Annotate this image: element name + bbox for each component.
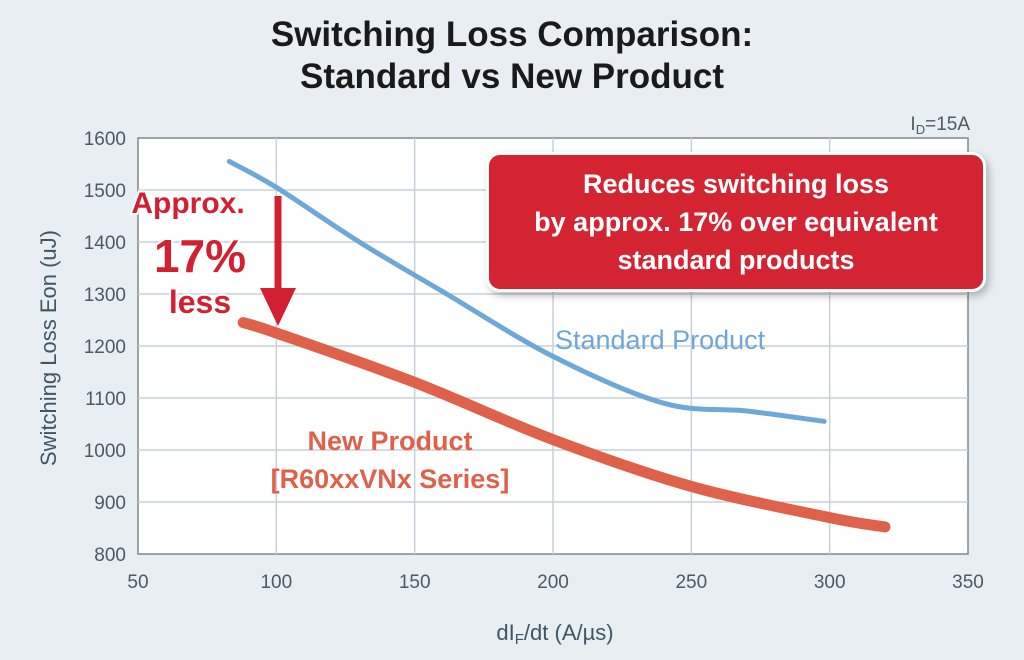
- x-tick-label: 50: [127, 572, 148, 593]
- y-tick-label: 1400: [84, 233, 126, 254]
- callout-line3: standard products: [617, 245, 855, 275]
- x-tick-label: 200: [537, 572, 569, 593]
- callout-line2: by approx. 17% over equivalent: [534, 207, 938, 237]
- series-label-standard: Standard Product: [555, 325, 766, 355]
- series-label-new-line2: [R60xxVNx Series]: [271, 464, 510, 494]
- series-label-new-line1: New Product: [307, 426, 472, 456]
- chart-title-line1: Switching Loss Comparison:: [270, 15, 754, 54]
- y-tick-label: 1300: [84, 285, 126, 306]
- x-tick-label: 100: [260, 572, 292, 593]
- tick-labels: 50 100 150 200 250 300 350 800 900 1000 1100 1200 13…: [84, 129, 984, 593]
- y-tick-label: 1000: [84, 441, 126, 462]
- y-axis-label: Switching Loss Eon (uJ): [36, 230, 61, 466]
- x-axis-label: dIF/dt (A/µs): [496, 620, 613, 648]
- chart-title: Switching Loss Comparison: Standard vs N…: [0, 14, 1024, 98]
- callout-box: Reduces switching loss by approx. 17% ov…: [486, 152, 986, 292]
- reduction-arrow: [260, 196, 296, 326]
- y-tick-label: 900: [94, 493, 126, 514]
- y-tick-label: 1500: [84, 181, 126, 202]
- annotation-percent: 17%: [154, 230, 246, 282]
- callout-line1: Reduces switching loss: [582, 169, 890, 199]
- y-tick-label: 800: [94, 545, 126, 566]
- series-line-standard: [226, 158, 827, 424]
- condition-label: ID=15A: [910, 114, 970, 137]
- chart-title-line2: Standard vs New Product: [300, 57, 724, 96]
- annotation-approx: Approx.: [131, 187, 244, 220]
- x-tick-label: 250: [675, 572, 707, 593]
- y-tick-label: 1100: [85, 389, 126, 410]
- annotation-less: less: [169, 284, 231, 320]
- x-tick-label: 150: [399, 572, 431, 593]
- series-lines: [226, 158, 891, 533]
- y-tick-label: 1200: [84, 337, 126, 358]
- x-tick-label: 350: [952, 572, 984, 593]
- series-line-new: [237, 317, 891, 533]
- y-tick-label: 1600: [84, 129, 126, 150]
- x-tick-label: 300: [814, 572, 846, 593]
